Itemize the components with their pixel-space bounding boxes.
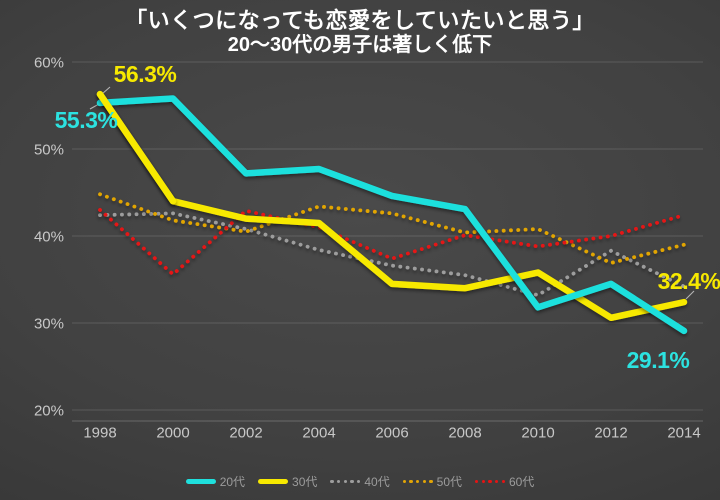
x-axis-tick-label: 2006 xyxy=(375,424,408,441)
series-line-30代 xyxy=(96,90,688,322)
y-axis-tick-label: 30% xyxy=(34,315,64,332)
y-axis-tick-label: 20% xyxy=(34,402,64,419)
x-axis-tick-label: 2012 xyxy=(594,424,627,441)
chart-title: 「いくつになっても恋愛をしていたいと思う」 20〜30代の男子は著しく低下 xyxy=(0,8,720,58)
annotation-leader-line xyxy=(685,290,695,300)
legend-item-30代: 30代 xyxy=(258,473,317,490)
legend-swatch-dotted xyxy=(330,479,361,484)
series-line-30代 xyxy=(96,90,177,205)
series-line-50代 xyxy=(98,192,686,265)
x-axis-tick-label: 2014 xyxy=(667,424,700,441)
legend-label: 30代 xyxy=(292,475,318,489)
chart-title-line1: 「いくつになっても恋愛をしていたいと思う」 xyxy=(125,8,595,33)
x-axis-tick-label: 2008 xyxy=(448,424,481,441)
legend: 20代 30代 40代 50代 60代 xyxy=(0,473,720,490)
data-label-30代: 32.4% xyxy=(658,268,720,294)
data-label-20代: 29.1% xyxy=(627,347,690,373)
legend-item-40代: 40代 xyxy=(330,473,390,490)
x-axis-tick-label: 2000 xyxy=(156,424,189,441)
y-axis-tick-label: 40% xyxy=(34,228,64,245)
legend-label: 50代 xyxy=(436,475,462,489)
series-line-20代 xyxy=(96,95,688,335)
y-axis-tick-label: 60% xyxy=(34,54,64,71)
data-label-30代: 56.3% xyxy=(114,61,177,87)
legend-swatch-solid xyxy=(258,479,289,484)
legend-swatch-solid xyxy=(185,479,216,484)
x-axis-tick-label: 2010 xyxy=(521,424,554,441)
legend-label: 40代 xyxy=(364,475,390,489)
x-axis-tick-label: 1998 xyxy=(83,424,116,441)
legend-swatch-dotted xyxy=(402,479,433,484)
y-axis-tick-label: 50% xyxy=(34,141,64,158)
x-axis-tick-label: 2002 xyxy=(229,424,262,441)
legend-label: 60代 xyxy=(508,475,535,489)
legend-swatch-dotted xyxy=(475,479,505,484)
chart-title-line2: 20〜30代の男子は著しく低下 xyxy=(227,33,493,56)
series-line-60代 xyxy=(98,207,686,277)
x-axis-tick-label: 2004 xyxy=(302,424,335,441)
data-label-20代: 55.3% xyxy=(55,107,118,133)
legend-item-20代: 20代 xyxy=(185,473,246,490)
series-line-40代 xyxy=(98,211,686,298)
legend-item-60代: 60代 xyxy=(475,473,534,490)
annotation-leader-line xyxy=(101,86,111,95)
legend-label: 20代 xyxy=(219,475,246,489)
legend-item-50代: 50代 xyxy=(402,473,462,490)
